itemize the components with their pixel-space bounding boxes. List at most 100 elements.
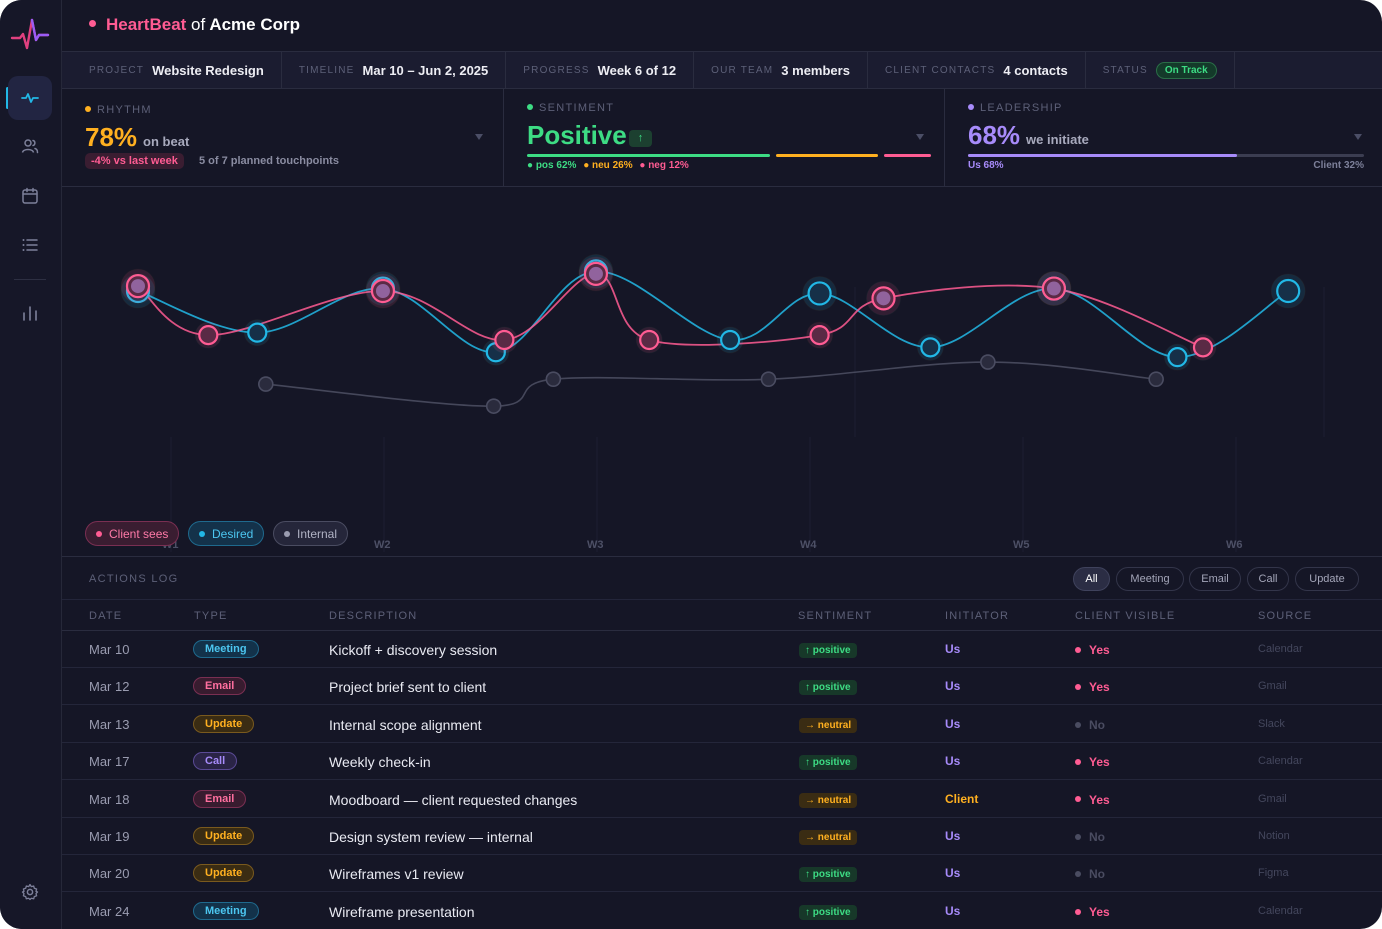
data-point-internal[interactable] — [545, 371, 562, 387]
contacts-label: CLIENT CONTACTS — [884, 65, 996, 76]
chart-canvas — [121, 254, 1325, 552]
data-point-desired[interactable] — [247, 322, 268, 343]
row-date: Mar 20 — [89, 866, 130, 882]
nav-active-indicator — [6, 87, 9, 109]
legend-desired[interactable]: Desired — [188, 521, 265, 546]
col-sentiment[interactable]: SENTIMENT — [798, 610, 873, 622]
row-visibility: Yes — [1075, 755, 1110, 769]
col-client-visible[interactable]: CLIENT VISIBLE — [1075, 610, 1176, 622]
col-initiator[interactable]: INITIATOR — [945, 610, 1010, 622]
data-point-internal[interactable] — [485, 398, 502, 414]
sentiment-badge: ↑ positive — [799, 643, 857, 658]
col-source[interactable]: SOURCE — [1258, 610, 1313, 622]
data-point-desired[interactable] — [920, 337, 941, 358]
series-line-internal — [265, 361, 1157, 407]
visibility-dot — [1075, 721, 1081, 728]
col-description[interactable]: DESCRIPTION — [329, 610, 418, 622]
nav-calendar[interactable] — [8, 174, 52, 218]
visibility-dot — [1075, 871, 1081, 878]
row-date: Mar 19 — [89, 829, 130, 844]
rhythm-card[interactable]: RHYTHM 78% on beat -4% vs last week 5 of … — [62, 89, 504, 187]
sentiment-value: Positive — [527, 120, 627, 150]
data-point-desired[interactable] — [1167, 347, 1188, 368]
nav-list[interactable] — [8, 223, 52, 267]
data-point-internal[interactable] — [980, 354, 996, 370]
rhythm-note: 5 of 7 planned touchpoints — [199, 155, 339, 167]
row-description: Weekly check-in — [329, 754, 431, 771]
row-source: Calendar — [1258, 904, 1303, 917]
row-source: Notion — [1258, 830, 1290, 842]
company-name: Acme Corp — [209, 15, 301, 34]
project-label: PROJECT — [89, 65, 145, 76]
data-point-internal[interactable] — [258, 376, 274, 392]
data-point-client-sees[interactable] — [1192, 337, 1214, 358]
sentiment-badge: ↑ positive — [799, 680, 857, 696]
row-visibility: Yes — [1075, 680, 1110, 694]
filter-email[interactable]: Email — [1189, 567, 1241, 591]
type-badge: Meeting — [193, 901, 259, 920]
nav-settings[interactable] — [8, 870, 52, 914]
data-point-desired[interactable] — [720, 329, 741, 351]
legend-internal-dot — [284, 530, 290, 537]
type-badge: Call — [193, 752, 238, 771]
visibility-text: Yes — [1089, 680, 1110, 695]
row-initiator: Us — [945, 642, 961, 656]
info-timeline: TIMELINE Mar 10 – Jun 2, 2025 — [282, 52, 507, 89]
filter-all[interactable]: All — [1073, 567, 1110, 591]
legend-internal[interactable]: Internal — [273, 521, 349, 546]
filter-call[interactable]: Call — [1247, 567, 1289, 591]
table-row[interactable]: Mar 17 Call Weekly check-in ↑ positive Us Yes… — [62, 743, 1382, 781]
visibility-dot — [1075, 908, 1081, 915]
data-point-core — [876, 291, 891, 306]
sentiment-badge: ↑ positive — [799, 867, 857, 883]
table-row[interactable]: Mar 24 Meeting Wireframe presentation ↑ pos… — [62, 893, 1382, 929]
data-point-internal[interactable] — [1148, 371, 1164, 387]
row-visibility: Yes — [1075, 905, 1110, 919]
data-point-client-sees[interactable] — [494, 329, 515, 351]
neg-label: ● neg 12% — [639, 160, 689, 171]
table-row[interactable]: Mar 18 Email Moodboard — client requested … — [62, 781, 1382, 818]
actions-log-title: ACTIONS LOG — [89, 573, 179, 585]
data-point-internal[interactable] — [760, 371, 777, 387]
data-point-client-sees[interactable] — [809, 325, 830, 346]
nav-users[interactable] — [8, 124, 52, 168]
nav-chart[interactable] — [8, 291, 52, 335]
sentiment-dot — [527, 104, 533, 111]
table-row[interactable]: Mar 19 Update Design system review — inter… — [62, 818, 1382, 855]
nav-pulse[interactable] — [8, 76, 52, 120]
rhythm-chevron-down-icon[interactable] — [475, 134, 483, 140]
row-visibility: Yes — [1075, 793, 1110, 807]
table-row[interactable]: Mar 13 Update Internal scope alignment → ne… — [62, 706, 1382, 743]
filter-update[interactable]: Update — [1295, 567, 1359, 591]
leadership-chevron-down-icon[interactable] — [1354, 134, 1362, 140]
brand-name: HeartBeat — [106, 15, 187, 34]
data-point-client-sees[interactable] — [198, 325, 219, 346]
col-type[interactable]: TYPE — [194, 610, 228, 622]
calendar-icon — [22, 187, 38, 204]
heartbeat-logo-icon[interactable] — [9, 14, 51, 56]
info-team: OUR TEAM 3 members — [694, 52, 868, 89]
sentiment-badge: ↑ positive — [799, 904, 857, 920]
progress-label: PROGRESS — [523, 65, 590, 76]
row-date: Mar 10 — [89, 642, 130, 657]
sentiment-card[interactable]: SENTIMENT Positive ↑ ● pos 62% ● neu 26%… — [504, 89, 945, 187]
sentiment-bar-negative — [883, 154, 931, 157]
table-row[interactable]: Mar 10 Meeting Kickoff + discovery session… — [62, 631, 1382, 668]
rhythm-label-text: RHYTHM — [97, 104, 152, 116]
col-date[interactable]: DATE — [89, 610, 123, 622]
legend-client-sees[interactable]: Client sees — [85, 521, 180, 546]
gear-icon — [21, 883, 39, 901]
table-row[interactable]: Mar 12 Email Project brief sent to client ↑… — [62, 668, 1382, 706]
sentiment-chevron-down-icon[interactable] — [916, 134, 924, 140]
row-description: Kickoff + discovery session — [329, 642, 498, 658]
leadership-card[interactable]: LEADERSHIP 68% we initiate Us 68% Client … — [945, 89, 1382, 187]
data-point-client-sees[interactable] — [639, 329, 660, 351]
filter-meeting[interactable]: Meeting — [1116, 567, 1184, 591]
sentiment-label: SENTIMENT — [527, 102, 614, 114]
data-point-core — [1046, 281, 1061, 296]
table-row[interactable]: Mar 20 Update Wireframes v1 review ↑ positi… — [62, 855, 1382, 893]
data-point-desired[interactable] — [1276, 278, 1301, 304]
row-description: Internal scope alignment — [329, 716, 482, 733]
row-date: Mar 18 — [89, 791, 130, 807]
data-point-desired[interactable] — [807, 281, 832, 306]
